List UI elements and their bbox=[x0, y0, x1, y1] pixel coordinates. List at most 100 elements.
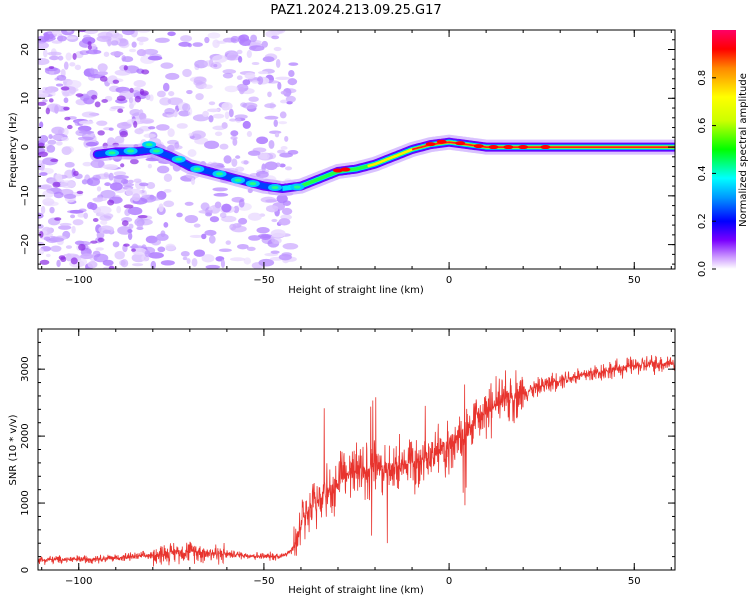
noise-blob bbox=[63, 81, 68, 87]
noise-blob-strong bbox=[141, 69, 150, 75]
noise-blob bbox=[167, 139, 179, 145]
noise-blob-strong bbox=[119, 130, 129, 138]
noise-blob bbox=[96, 186, 102, 192]
noise-blob bbox=[103, 213, 114, 219]
noise-blob bbox=[248, 45, 265, 52]
noise-blob bbox=[38, 241, 45, 247]
noise-blob bbox=[265, 205, 279, 213]
ridge-spot-core bbox=[234, 178, 242, 182]
noise-blob bbox=[75, 257, 88, 267]
noise-blob bbox=[136, 30, 151, 33]
colorbar-tick-label: 0.6 bbox=[697, 118, 708, 134]
noise-blob bbox=[132, 193, 141, 202]
noise-blob bbox=[248, 96, 259, 102]
noise-blob bbox=[288, 70, 295, 78]
noise-blob-strong bbox=[134, 95, 142, 103]
noise-blob bbox=[246, 246, 256, 251]
noise-blob bbox=[156, 233, 169, 241]
noise-blob bbox=[214, 201, 222, 209]
noise-blob bbox=[144, 250, 151, 257]
noise-blob bbox=[96, 120, 108, 126]
noise-blob bbox=[61, 146, 72, 156]
noise-blob bbox=[184, 214, 199, 224]
noise-blob bbox=[282, 243, 299, 250]
noise-blob bbox=[51, 126, 65, 135]
ridge-hot bbox=[488, 145, 499, 150]
noise-blob-strong bbox=[94, 101, 101, 108]
noise-blob bbox=[267, 91, 272, 98]
noise-blob bbox=[278, 218, 291, 226]
noise-blob bbox=[116, 38, 129, 47]
noise-blob bbox=[66, 30, 72, 33]
noise-blob-strong bbox=[78, 30, 87, 33]
x-tick-label: 50 bbox=[628, 275, 641, 286]
noise-blob bbox=[38, 248, 45, 255]
noise-blob bbox=[40, 205, 46, 215]
noise-blob bbox=[228, 118, 237, 122]
noise-blob bbox=[132, 263, 144, 267]
y-tick-label: 0 bbox=[20, 567, 31, 573]
noise-blob bbox=[195, 93, 204, 101]
noise-blob bbox=[114, 69, 131, 76]
noise-blob bbox=[83, 30, 99, 35]
noise-blob bbox=[103, 51, 110, 57]
noise-blob-strong bbox=[116, 95, 126, 102]
noise-blob-strong bbox=[117, 108, 124, 114]
noise-blob bbox=[132, 90, 140, 95]
noise-blob bbox=[200, 202, 210, 211]
noise-blob bbox=[208, 101, 216, 106]
noise-blob bbox=[262, 56, 275, 63]
ridge-hot bbox=[425, 142, 436, 147]
noise-blob bbox=[81, 179, 88, 185]
noise-blob bbox=[59, 222, 72, 227]
noise-blob bbox=[63, 97, 69, 104]
ridge-spot-core bbox=[127, 149, 135, 153]
noise-blob bbox=[243, 257, 252, 265]
noise-blob-strong bbox=[123, 204, 134, 209]
noise-blob bbox=[77, 213, 86, 218]
noise-blob bbox=[256, 227, 270, 234]
noise-blob bbox=[238, 217, 248, 225]
snr-xlabel: Height of straight line (km) bbox=[288, 585, 424, 596]
noise-blob bbox=[208, 235, 216, 244]
noise-blob-strong bbox=[108, 265, 115, 269]
noise-blob-strong bbox=[67, 124, 73, 130]
noise-blob bbox=[58, 225, 72, 230]
noise-blob bbox=[108, 172, 114, 181]
noise-blob bbox=[143, 133, 156, 139]
ridge-spot-core bbox=[193, 167, 201, 171]
noise-blob bbox=[280, 99, 288, 104]
noise-blob bbox=[248, 235, 261, 241]
noise-blob bbox=[278, 254, 292, 261]
noise-blob bbox=[236, 75, 243, 80]
noise-blob bbox=[127, 179, 134, 184]
ridge-spot-core bbox=[293, 185, 301, 189]
noise-blob bbox=[258, 258, 275, 267]
noise-blob bbox=[110, 106, 125, 110]
noise-blob bbox=[160, 62, 174, 69]
noise-blob-strong bbox=[54, 217, 62, 221]
noise-blob bbox=[204, 229, 217, 236]
noise-blob bbox=[247, 212, 262, 221]
noise-blob bbox=[281, 207, 293, 215]
noise-blob bbox=[113, 171, 127, 176]
noise-blob bbox=[147, 126, 156, 130]
noise-blob bbox=[44, 67, 58, 72]
noise-blob bbox=[182, 256, 188, 261]
noise-blob bbox=[176, 123, 188, 129]
snr-series-line bbox=[38, 355, 675, 567]
noise-blob-strong bbox=[123, 65, 128, 71]
snr-ylabel: SNR (10 * v/v) bbox=[8, 414, 19, 485]
noise-blob bbox=[163, 188, 172, 193]
y-tick-label: 20 bbox=[20, 43, 31, 56]
noise-blob bbox=[190, 177, 196, 185]
noise-blob bbox=[284, 166, 293, 171]
noise-blob bbox=[85, 141, 98, 147]
noise-blob bbox=[38, 58, 50, 66]
noise-blob bbox=[122, 56, 134, 63]
noise-blob bbox=[156, 124, 170, 131]
noise-blob bbox=[246, 130, 253, 138]
noise-blob bbox=[51, 91, 56, 97]
colorbar-label: Normalized spectral amplitude bbox=[738, 73, 749, 227]
